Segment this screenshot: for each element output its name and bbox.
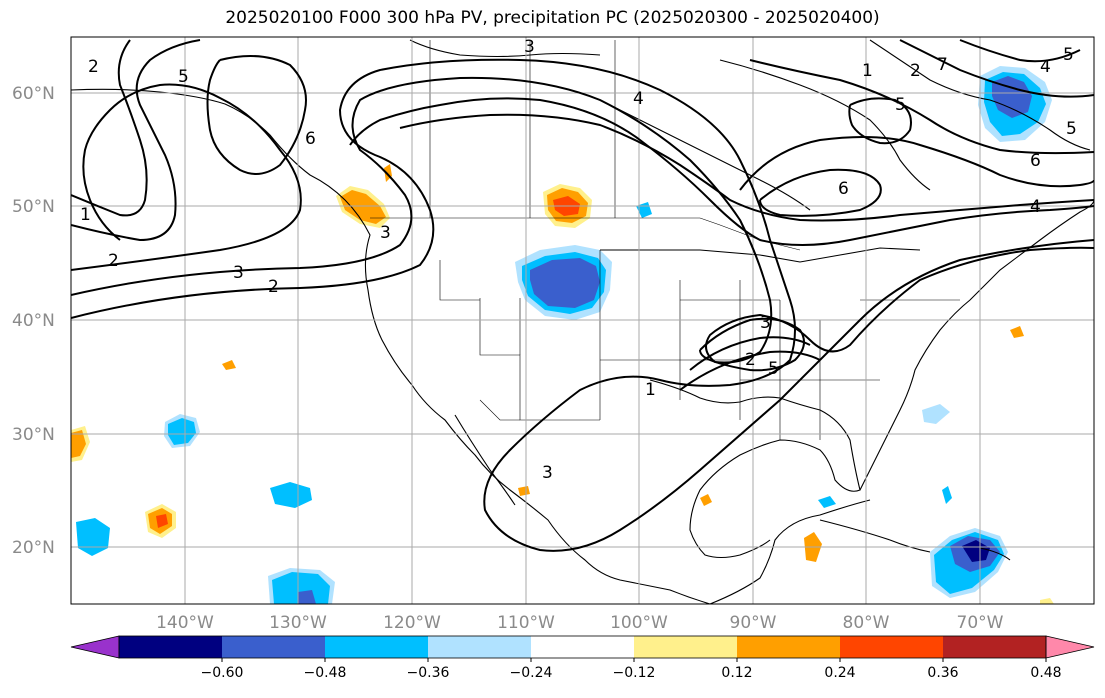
lon-label: 100°W — [610, 613, 668, 633]
contour-label: 2 — [745, 350, 756, 370]
lon-label: 80°W — [843, 613, 890, 633]
lat-label: 40°N — [12, 311, 55, 331]
contour-label: 2 — [268, 277, 279, 297]
colorbar-outline — [118, 635, 1047, 659]
contour-label: 3 — [524, 37, 535, 57]
contour-labels: 2 5 6 3 4 2 6 1 2 3 2 1 3 5 3 1 5 6 7 3 … — [80, 37, 1077, 483]
precip-shading — [71, 66, 1054, 604]
contour-label: 4 — [1040, 57, 1051, 77]
lat-label: 30°N — [12, 425, 55, 445]
colorbar-tick-label: 0.48 — [1030, 665, 1061, 681]
lon-label: 90°W — [730, 613, 777, 633]
map-title: 2025020100 F000 300 hPa PV, precipitatio… — [225, 8, 880, 28]
colorbar-segment — [325, 636, 428, 658]
contour-label: 3 — [380, 223, 391, 243]
colorbar-segment — [531, 636, 634, 658]
contour-label: 3 — [760, 313, 771, 333]
contour-label: 1 — [862, 61, 873, 81]
colorbar: −0.60 −0.48 −0.36 −0.24 −0.12 0.12 0.24 0.36 0.4… — [70, 635, 1095, 681]
contour-label: 7 — [937, 55, 948, 75]
contour-label: 1 — [80, 205, 91, 225]
contour-label: 4 — [1030, 197, 1041, 217]
colorbar-tick-label: −0.36 — [407, 665, 450, 681]
contour-label: 3 — [542, 463, 553, 483]
contour-label: 4 — [633, 89, 644, 109]
lon-label: 130°W — [269, 613, 327, 633]
colorbar-segment — [222, 636, 325, 658]
contour-label: 2 — [88, 57, 99, 77]
contour-label: 2 — [108, 251, 119, 271]
contour-label: 5 — [895, 95, 906, 115]
latitude-labels: 60°N 50°N 40°N 30°N 20°N — [12, 84, 55, 558]
contour-label: 1 — [645, 380, 656, 400]
longitude-labels: 140°W 130°W 120°W 110°W 100°W 90°W 80°W … — [156, 613, 1004, 633]
contour-label: 5 — [1066, 119, 1077, 139]
colorbar-segment — [840, 636, 943, 658]
contour-label: 2 — [910, 61, 921, 81]
lon-label: 120°W — [383, 613, 441, 633]
lat-label: 20°N — [12, 538, 55, 558]
colorbar-tick-label: 0.12 — [721, 665, 752, 681]
contour-label: 6 — [1030, 151, 1041, 171]
contour-label: 5 — [178, 67, 189, 87]
colorbar-extend-high — [1045, 635, 1095, 659]
colorbar-segment — [119, 636, 222, 658]
colorbar-tick-label: −0.24 — [510, 665, 553, 681]
lon-label: 70°W — [957, 613, 1004, 633]
colorbar-tick-label: 0.24 — [824, 665, 855, 681]
lon-label: 110°W — [497, 613, 555, 633]
contour-label: 5 — [1063, 45, 1074, 65]
map-frame — [70, 36, 1095, 605]
contour-label: 5 — [768, 359, 779, 379]
colorbar-segment — [428, 636, 531, 658]
colorbar-extend-low — [70, 635, 120, 659]
lat-label: 50°N — [12, 197, 55, 217]
contour-label: 3 — [233, 263, 244, 283]
pv-contours — [71, 39, 1094, 552]
colorbar-segment — [737, 636, 840, 658]
colorbar-tick-label: −0.48 — [304, 665, 347, 681]
lon-label: 140°W — [156, 613, 214, 633]
state-borders — [370, 40, 960, 440]
colorbar-segment — [943, 636, 1046, 658]
lat-label: 60°N — [12, 84, 55, 104]
colorbar-tick-label: −0.60 — [201, 665, 244, 681]
colorbar-tick-label: −0.12 — [613, 665, 656, 681]
colorbar-tick-label: 0.36 — [927, 665, 958, 681]
colorbar-segment — [634, 636, 737, 658]
contour-label: 6 — [305, 129, 316, 149]
contour-label: 6 — [838, 179, 849, 199]
